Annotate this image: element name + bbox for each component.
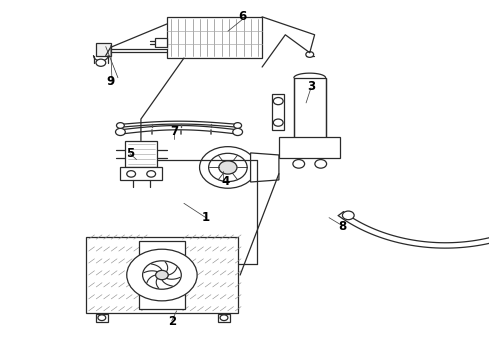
Text: 8: 8 (339, 220, 347, 233)
Circle shape (116, 129, 125, 135)
Text: 9: 9 (106, 75, 115, 88)
Polygon shape (121, 167, 162, 180)
Circle shape (219, 161, 237, 174)
Circle shape (127, 171, 136, 177)
Circle shape (98, 315, 106, 320)
Circle shape (315, 159, 327, 168)
Circle shape (143, 261, 181, 289)
Circle shape (96, 59, 106, 66)
Circle shape (233, 129, 243, 135)
Circle shape (306, 51, 314, 57)
Circle shape (147, 171, 156, 177)
Text: 5: 5 (126, 147, 134, 159)
Circle shape (273, 98, 283, 105)
Circle shape (220, 315, 228, 320)
Text: 1: 1 (202, 211, 210, 224)
Circle shape (273, 119, 283, 126)
Polygon shape (167, 17, 262, 58)
Polygon shape (86, 237, 238, 313)
Circle shape (156, 270, 168, 280)
Polygon shape (96, 42, 111, 55)
Circle shape (293, 159, 305, 168)
Circle shape (199, 147, 256, 188)
Polygon shape (279, 137, 340, 158)
Polygon shape (139, 241, 185, 309)
Polygon shape (155, 39, 167, 47)
Text: 3: 3 (307, 80, 315, 93)
Circle shape (209, 153, 247, 181)
Text: 6: 6 (239, 10, 246, 23)
Bar (96, 314, 108, 321)
Circle shape (234, 123, 242, 129)
Text: 2: 2 (168, 315, 176, 328)
Polygon shape (272, 94, 284, 130)
Polygon shape (250, 153, 279, 182)
Circle shape (127, 249, 197, 301)
Text: 7: 7 (170, 125, 178, 138)
Polygon shape (125, 140, 157, 167)
Polygon shape (294, 78, 326, 144)
Circle shape (343, 211, 354, 220)
Text: 4: 4 (221, 175, 230, 188)
Circle shape (117, 123, 124, 129)
Bar (218, 314, 230, 321)
